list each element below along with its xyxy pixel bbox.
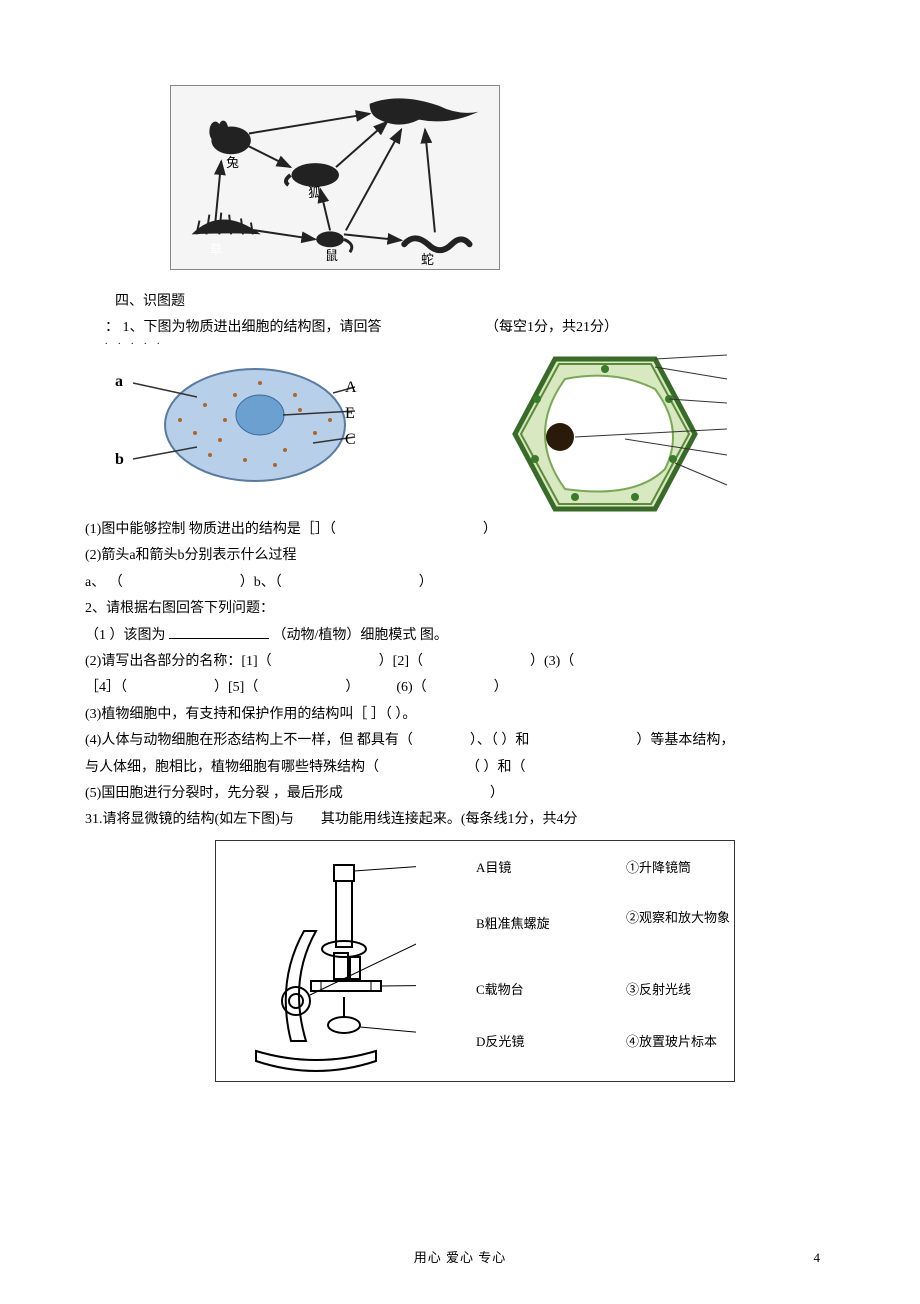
q2-3: ［4］（ ）[5]（ ） (6)（ ） (85, 677, 835, 699)
q2-1: （1 ）该图为 （动物/植物）细胞模式 图。 (85, 625, 835, 647)
q1-3b: ）b、（ (240, 575, 282, 590)
q2-2b: ）[2]（ (379, 654, 423, 669)
footer: 用心 爱心 专心 (0, 1247, 920, 1266)
q1-3c: ） (419, 575, 433, 590)
q2-6a: 与人体细，胞相比，植物细胞有哪些特殊结构（ (85, 760, 379, 775)
mic-label-C: C载物台 (476, 979, 524, 998)
plant-cell-figure: 1 2 3 4 5 6 (505, 349, 755, 519)
score-note: （每空1分，共21分） (485, 316, 618, 336)
label-a: a (115, 373, 123, 391)
q2-3c: ） (345, 680, 359, 695)
svg-text:鼠: 鼠 (325, 249, 338, 263)
svg-text:狐: 狐 (308, 186, 321, 200)
blank-1 (169, 638, 269, 639)
q2-7: (5)国田胞进行分裂时，先分裂 ，最后形成 ） (85, 783, 835, 805)
q2-5b: ）、（ ）和 (470, 733, 530, 748)
q1-3a: a、 （ (85, 575, 123, 590)
q2-2: (2)请写出各部分的名称：[1]（ ）[2]（ ）(3)（ (85, 651, 835, 673)
dotted-sep: . . . . . (105, 336, 835, 347)
svg-text:草: 草 (209, 243, 222, 257)
q2-6: 与人体细，胞相比，植物细胞有哪些特殊结构（ （ ）和（ (85, 757, 835, 779)
label-A: A (345, 379, 357, 397)
q2-5a: (4)人体与动物细胞在形态结构上不一样，但 都具有（ (85, 733, 413, 748)
q2-head: 2、请根据右图回答下列问题： (85, 598, 835, 620)
food-web-svg: 兔 狐 鼠 蛇 草 (171, 86, 499, 269)
q2-2c: ）(3)（ (530, 654, 574, 669)
mic-func-3: ③反射光线 (626, 979, 691, 998)
intro-line: ： 1、下图为物质进出细胞的结构图，请回答 （每空1分，共21分） (105, 316, 835, 336)
q1-1: (1)图中能够控制 物质进出的结构是［］（ ） (85, 519, 835, 541)
mic-func-1: ①升降镜筒 (626, 857, 691, 876)
q2-1a: （1 ）该图为 (85, 628, 166, 643)
q31b: 其功能用线连接起来。(每条线1分，共4分 (321, 812, 578, 827)
q31: 31.请将显微镜的结构(如左下图)与 其功能用线连接起来。(每条线1分，共4分 (85, 809, 835, 831)
q2-3d: (6)（ (396, 680, 426, 695)
q1-intro: 1、下图为物质进出细胞的结构图，请回答 (123, 320, 382, 335)
q31a: 31.请将显微镜的结构(如左下图)与 (85, 812, 294, 827)
microscope-figure (216, 841, 416, 1083)
food-web-illustration: 兔 狐 鼠 蛇 草 (170, 85, 500, 270)
mic-func-2: ②观察和放大物象 (626, 907, 730, 926)
mic-label-A: A目镜 (476, 857, 511, 876)
microscope-block: A目镜 B粗准焦螺旋 C载物台 D反光镜 ①升降镜筒 ②观察和放大物象 ③反射光… (215, 840, 735, 1082)
q2-7b: ） (490, 786, 504, 801)
svg-text:蛇: 蛇 (421, 253, 434, 267)
animal-cell-figure: a b A E C (85, 355, 405, 495)
q2-4: (3)植物细胞中，有支持和保护作用的结构叫［ ］（ ）。 (85, 704, 835, 726)
q2-5c: ）等基本结构， (636, 733, 734, 748)
q2-7a: (5)国田胞进行分裂时，先分裂 ，最后形成 (85, 786, 343, 801)
svg-text:兔: 兔 (226, 156, 239, 170)
q2-3b: ）[5]（ (214, 680, 258, 695)
q2-3e: ） (494, 680, 508, 695)
q1-3: a、 （ ）b、（ ） (85, 572, 835, 594)
q2-6b: （ ）和（ (466, 760, 526, 775)
page-number: 4 (814, 1250, 821, 1266)
label-b: b (115, 451, 124, 469)
dotted-prefix: ： (105, 320, 119, 335)
q1-1b: ） (483, 522, 497, 537)
mic-label-B: B粗准焦螺旋 (476, 913, 550, 932)
mic-label-D: D反光镜 (476, 1031, 524, 1050)
label-E: E (345, 405, 355, 423)
label-C: C (345, 431, 356, 449)
q2-3a: ［4］（ (85, 680, 127, 695)
section-title: 四、识图题 (115, 290, 835, 310)
q1-2: (2)箭头a和箭头b分别表示什么过程 (85, 545, 835, 567)
q2-1b: （动物/植物）细胞模式 图。 (273, 628, 448, 643)
mic-func-4: ④放置玻片标本 (626, 1031, 717, 1050)
q2-5: (4)人体与动物细胞在形态结构上不一样，但 都具有（ ）、（ ）和 ）等基本结构… (85, 730, 835, 752)
q1-1a: (1)图中能够控制 物质进出的结构是［］（ (85, 522, 336, 537)
q2-2a: (2)请写出各部分的名称：[1]（ (85, 654, 272, 669)
